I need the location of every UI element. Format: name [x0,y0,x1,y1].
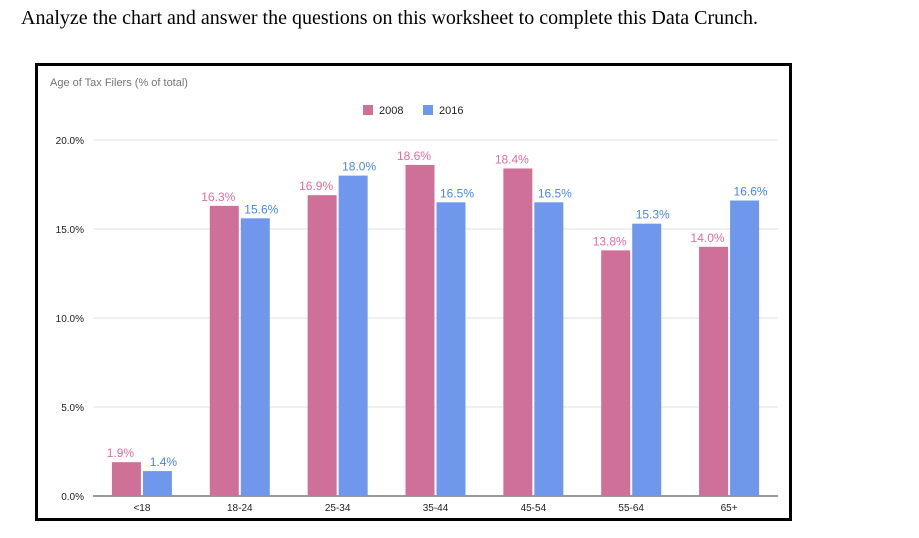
bar-2016-65+ [730,200,760,496]
bar-2016-35-44 [436,202,466,497]
bar-chart: Age of Tax Filers (% of total) 0.0% 5.0% 1… [50,77,778,514]
data-label-2008-<18: 1.9% [107,446,135,460]
bar-2016-25-34 [338,175,368,496]
legend-label-2016: 2016 [439,105,463,117]
bar-2016-45-54 [534,202,564,497]
y-tick-label: 10.0% [56,314,84,325]
data-label-2016-18-24: 15.6% [244,202,278,216]
x-tick-label: <18 [133,503,150,514]
legend-swatch-2008 [363,105,373,115]
x-tick-label: 18-24 [227,503,253,514]
data-label-2016-<18: 1.4% [150,455,178,469]
bar-2016-55-64 [632,223,662,496]
bar-2016-<18 [142,471,172,496]
x-tick-label: 35-44 [423,503,449,514]
worksheet-instruction: Analyze the chart and answer the questio… [21,7,759,29]
data-label-2008-65+: 14.0% [691,231,725,245]
data-label-2008-55-64: 13.8% [593,234,627,248]
data-label-2016-65+: 16.6% [734,185,768,199]
legend-label-2008: 2008 [379,105,403,117]
data-label-2016-35-44: 16.5% [440,186,474,200]
bar-2008-55-64 [601,250,631,496]
bar-2008-45-54 [503,168,533,496]
y-tick-label: 5.0% [61,403,84,414]
chart-frame: Age of Tax Filers (% of total) 0.0% 5.0% 1… [35,63,792,521]
x-tick-label: 55-64 [618,503,644,514]
y-tick-label: 0.0% [61,492,84,503]
bar-2008-18-24 [209,205,239,497]
data-label-2016-45-54: 16.5% [538,186,572,200]
chart-title: Age of Tax Filers (% of total) [50,77,188,89]
data-label-2008-25-34: 16.9% [299,179,333,193]
x-tick-label: 65+ [721,503,738,514]
bar-2008-35-44 [405,164,435,497]
data-label-2016-55-64: 15.3% [636,208,670,222]
bar-2008-25-34 [307,195,337,496]
bar-2008-65+ [699,246,729,496]
y-tick-label: 20.0% [56,136,84,147]
bar-2008-<18 [111,462,141,496]
data-label-2008-18-24: 16.3% [201,190,235,204]
data-label-2008-45-54: 18.4% [495,152,529,166]
data-label-2016-25-34: 18.0% [342,160,376,174]
legend-swatch-2016 [423,105,433,115]
x-tick-label: 25-34 [325,503,351,514]
y-tick-label: 15.0% [56,225,84,236]
data-label-2008-35-44: 18.6% [397,149,431,163]
bar-2016-18-24 [240,218,270,496]
x-tick-label: 45-54 [521,503,547,514]
